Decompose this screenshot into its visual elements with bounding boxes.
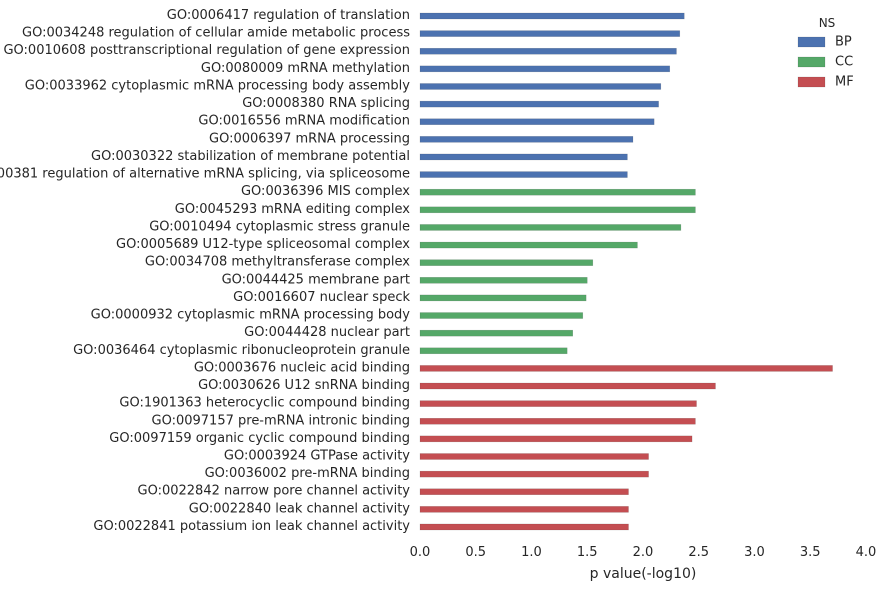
x-tick-label: 2.5 [688,545,709,560]
y-tick-label: GO:0008380 RNA splicing [242,96,410,111]
bar-mf [419,506,629,513]
bar-cc [419,206,696,214]
legend-swatch-bp [797,36,826,48]
bar-mf [419,400,697,407]
y-tick-labels: GO:0006417 regulation of translation GO:0… [0,8,410,534]
x-tick-label: 0.0 [410,545,431,560]
bar-mf [419,418,696,425]
y-tick-label: GO:0022841 potassium ion leak channel ac… [93,519,410,534]
bar-cc [419,347,568,355]
x-tick-label: 0.5 [465,545,486,560]
y-tick-label: GO:0003924 GTPase activity [224,449,410,464]
x-tick-label: 3.5 [800,545,821,560]
bar-cc [419,312,584,319]
y-tick-label: GO:0003676 nucleic acid binding [194,360,410,375]
y-tick-label: GO:0000932 cytoplasmic mRNA processing b… [91,308,411,323]
y-tick-label: GO:0022842 narrow pore channel activity [138,484,411,499]
bar-bp [419,30,681,37]
bar-bp [419,100,659,108]
y-tick-label: GO:0034708 methyltransferase complex [145,255,410,270]
bar-bp [419,171,628,178]
bar-mf [419,365,833,372]
bar-bp [419,47,677,55]
x-axis: 0.0 0.5 1.0 1.5 2.0 2.5 3.0 3.5 4.0 [410,545,877,560]
legend-label-bp: BP [835,35,852,50]
y-tick-label: GO:0016556 mRNA modification [198,114,410,129]
y-tick-label: GO:0044425 membrane part [222,272,410,287]
y-tick-label: GO:0005689 U12-type spliceosomal complex [116,237,410,252]
legend-swatch-cc [797,56,826,68]
bar-mf [419,488,629,495]
legend-label-cc: CC [835,55,853,70]
bar-bp [419,136,634,143]
y-tick-label: GO:0044428 nuclear part [244,325,410,340]
y-tick-label: GO:0036396 MIS complex [241,184,410,199]
bar-mf [419,435,693,443]
bar-mf [419,470,649,478]
y-tick-label: GO:0030322 stabilization of membrane pot… [91,149,410,164]
y-tick-label: GO:1901363 heterocyclic compound binding [119,396,410,411]
y-tick-label: GO:0030626 U12 snRNA binding [198,378,410,393]
x-tick-label: 1.5 [577,545,598,560]
bars [419,12,833,531]
bar-cc [419,188,696,196]
y-tick-label: GO:0045293 mRNA editing complex [175,202,411,217]
x-tick-label: 2.0 [633,545,654,560]
y-tick-label: GO:0000381 regulation of alternative mRN… [0,167,410,182]
y-tick-label: GO:0097157 pre-mRNA intronic binding [152,413,410,428]
bar-mf [419,523,629,531]
legend-title: NS [819,16,836,30]
y-tick-label: GO:0097159 organic cyclic compound bindi… [109,431,410,446]
x-axis-label: p value(-log10) [590,566,697,582]
bar-cc [419,329,574,337]
y-tick-label: GO:0016607 nuclear speck [233,290,410,305]
y-tick-label: GO:0022840 leak channel activity [189,501,411,516]
y-tick-label: GO:0036464 cytoplasmic ribonucleoprotein… [73,343,410,358]
bar-bp [419,118,655,125]
x-tick-label: 1.0 [521,545,542,560]
bar-bp [419,83,662,90]
x-tick-label: 3.0 [744,545,765,560]
y-tick-label: GO:0080009 mRNA methylation [201,61,410,76]
y-tick-label: GO:0006397 mRNA processing [209,131,410,146]
y-tick-label: GO:0034248 regulation of cellular amide … [22,26,410,41]
y-tick-label: GO:0010608 posttranscriptional regulatio… [3,43,410,58]
y-tick-label: GO:0010494 cytoplasmic stress granule [149,219,410,234]
x-tick-label: 4.0 [856,545,877,560]
legend-swatch-mf [797,76,826,88]
legend-label-mf: MF [835,75,854,90]
y-tick-label: GO:0033962 cytoplasmic mRNA processing b… [25,78,410,93]
y-tick-label: GO:0006417 regulation of translation [167,8,410,23]
bar-mf [419,382,716,390]
bar-bp [419,153,628,161]
bar-cc [419,224,682,231]
bar-mf [419,453,649,460]
y-tick-label: GO:0036002 pre-mRNA binding [205,466,410,481]
legend: NS BP CC MF [797,16,854,90]
bar-cc [419,277,588,284]
bar-cc [419,259,594,266]
bar-cc [419,294,587,302]
bar-bp [419,65,671,73]
bar-cc [419,241,638,249]
bar-bp [419,12,685,20]
